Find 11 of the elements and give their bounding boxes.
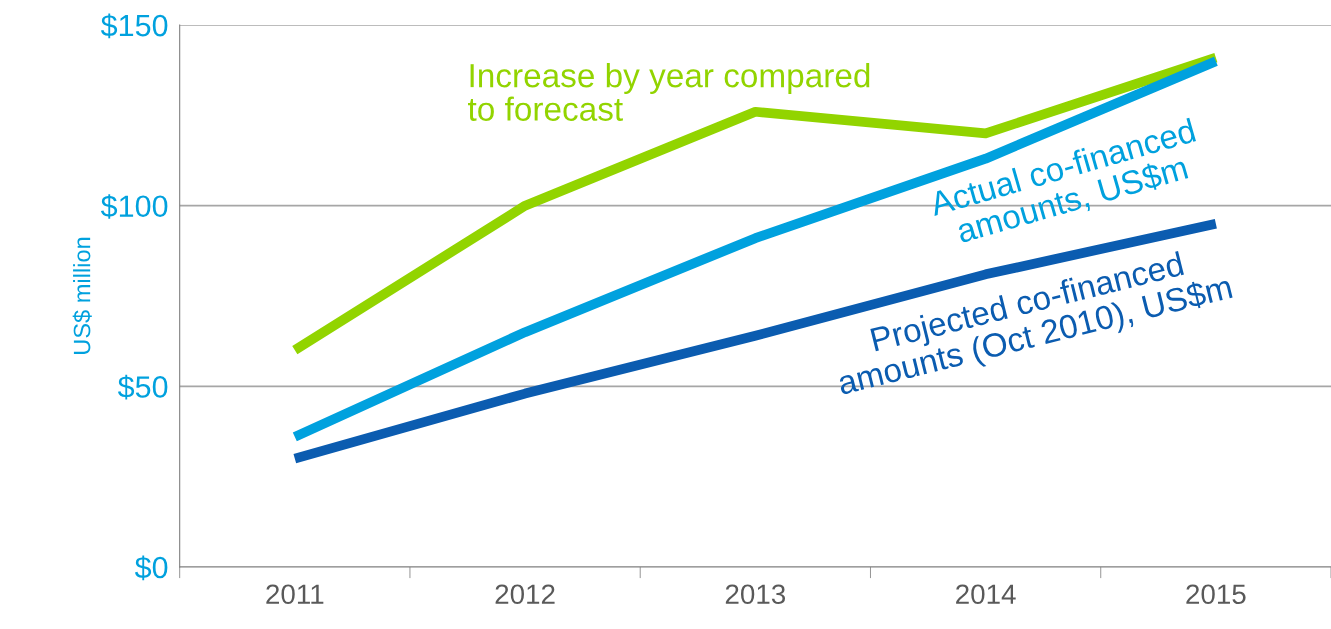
- y-tick-label: $50: [117, 374, 168, 400]
- x-tick-label: 2013: [725, 584, 786, 605]
- y-tick-label: $150: [100, 13, 168, 39]
- y-tick-label: $0: [134, 555, 168, 581]
- series-label: Increase by year compared to forecast: [468, 62, 870, 121]
- x-tick-label: 2015: [1186, 584, 1246, 605]
- x-tick-label: 2014: [956, 584, 1016, 605]
- x-tick-label: 2012: [495, 584, 555, 605]
- y-tick-label: $100: [100, 194, 168, 219]
- y-axis-title: US$ million: [72, 237, 92, 354]
- x-tick-label: 2011: [266, 584, 324, 605]
